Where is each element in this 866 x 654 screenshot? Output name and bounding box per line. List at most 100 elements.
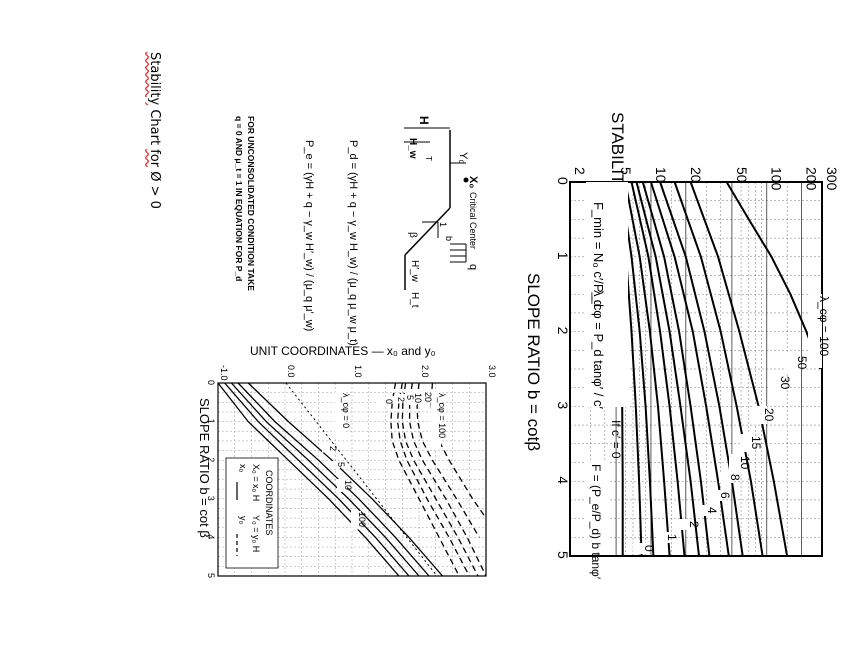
chart1-series-2 — [619, 181, 655, 557]
chart2-ytick-label: 2.0 — [420, 365, 430, 378]
chart1-series-8 — [635, 181, 700, 557]
chart1-note-c0: If c′ = 0 — [609, 420, 623, 459]
chart1-curve-label-bg — [729, 454, 743, 472]
chart1-xtick-label: 1 — [555, 252, 571, 260]
chart2-legend-y: y₀ — [238, 516, 248, 525]
chart2-xtick-label: 4 — [206, 534, 216, 539]
diagram-label-one: 1 — [438, 222, 448, 227]
chart1-curve-label: 8 — [728, 474, 742, 481]
chart1-curve-label: 10 — [738, 456, 752, 470]
diagram-note-line-1: FOR UNCONSOLIDATED CONDITION TAKE — [246, 116, 256, 291]
chart2-curve-label: 2 — [396, 397, 406, 402]
chart2-legend-title: COORDINATES — [264, 470, 274, 535]
chart2-frame — [217, 382, 487, 577]
chart1-series-group — [618, 181, 822, 557]
chart2-dotted-line — [285, 382, 438, 577]
diagram-label-critical-center: Critical Center — [468, 192, 478, 249]
chart1-frame — [569, 181, 823, 557]
chart1-ytick-label: 100 — [769, 167, 785, 191]
chart1-xtick-label: 3 — [555, 401, 571, 409]
chart2-series-x0 — [224, 382, 410, 577]
chart2-legend: COORDINATES X₀ = x₀ H Y₀ = y₀ H x₀ y₀ — [225, 457, 279, 569]
chart2-series-y0 — [396, 382, 470, 577]
formula-pd: P_d = (γH + q − γ_w H_w) / (μ_q μ_w μ_t) — [347, 140, 359, 346]
chart1-xtick-label: 4 — [555, 476, 571, 484]
chart2-curve-label: 10 — [413, 393, 423, 403]
chart2-curve-label: 5 — [336, 462, 346, 467]
chart1-series-30 — [673, 181, 764, 557]
chart2-legend-box — [225, 457, 279, 569]
chart2-curve-label-bg — [322, 445, 332, 453]
chart2-xtick-label: 5 — [206, 573, 216, 578]
chart1-series-50 — [689, 181, 789, 557]
surcharge-hatch — [450, 243, 467, 263]
chart2-curve-label: λ_cφ = 0 — [341, 393, 351, 428]
diagram-label-y0: Y₀ — [457, 152, 469, 164]
chart1-curve-label-bg — [719, 472, 733, 483]
chart2-curve-label-bg — [330, 461, 340, 469]
chart1-ytick-label: 200 — [804, 167, 820, 191]
chart2-series-y0 — [401, 382, 479, 577]
chart2-series-y0 — [390, 382, 460, 577]
chart1-xticks: 0 1 2 3 4 5 — [555, 177, 571, 559]
chart2-xlabel: SLOPE RATIO b = cot β — [197, 398, 212, 538]
chart2-series-y0 — [408, 382, 487, 577]
chart2-curve-label: 0 — [384, 399, 394, 404]
chart1-curve-label: 2 — [687, 521, 701, 528]
chart1-curve-label-bg — [709, 490, 723, 501]
chart2-xtick-label: 1 — [206, 419, 216, 424]
chart2-series-y0 — [416, 382, 480, 538]
chart2-curve-label-bg — [407, 392, 417, 405]
chart1-curve-label-bg — [633, 543, 647, 554]
chart2-series-x0 — [217, 382, 400, 577]
chart1-curve-label-bg — [696, 505, 710, 516]
chart1-curve-label-bg — [678, 519, 692, 530]
chart2-curve-label-bg — [399, 394, 409, 402]
chart1-ytick-label: 2 — [572, 167, 588, 175]
diagram-label-t: T — [424, 156, 433, 161]
chart2-yticks: -1.0 0.0 1.0 2.0 3.0 — [219, 365, 497, 381]
chart1-curve-label: 6 — [718, 492, 732, 499]
chart1-curve-label: 50 — [795, 356, 809, 370]
chart1-curve-label: 0 — [642, 545, 656, 552]
chart2-curve-label: λ_cφ = 100 — [437, 393, 447, 438]
chart1-curve-label: 15 — [749, 436, 763, 450]
chart2-curve-label: 100 — [357, 512, 367, 527]
chart1-curve-label: 30 — [778, 376, 792, 390]
chart1-xtick-label: 2 — [555, 327, 571, 335]
chart1-formula-c0-box — [586, 460, 610, 555]
chart2-curve-label: 20 — [423, 392, 433, 402]
chart2-curve-label-bg — [417, 391, 427, 404]
chart2-curve-label-bg — [351, 511, 361, 530]
chart1-ytick-label: 20 — [688, 167, 704, 183]
chart2-series-x0 — [247, 382, 443, 577]
chart2-curve-label-bg — [390, 396, 400, 404]
chart2-legend-x: x₀ — [238, 464, 248, 473]
chart2-xtick-label: 2 — [206, 457, 216, 462]
chart1-xtick-label: 5 — [555, 551, 571, 559]
chart2-xtick-label: 3 — [206, 496, 216, 501]
diagram-label-x0: X₀ — [467, 176, 479, 188]
chart1-xtick-label: 0 — [555, 177, 571, 185]
chart2-curve-label-bg — [431, 392, 441, 449]
chart2-curve-label-bg — [337, 479, 347, 492]
chart1-formula-lambda: λ_cφ = P_d tanφ′ / c′ — [591, 290, 606, 409]
chart2-series-x0 — [230, 382, 420, 577]
chart2-xtick-label: 0 — [206, 380, 216, 385]
slope-diagram: H H_w Y₀ X₀ Critical Center 1 b β q H′_w… — [234, 116, 479, 346]
chart1-formula-box — [586, 182, 628, 407]
chart2-xticks: 0 1 2 3 4 5 — [206, 380, 216, 578]
chart1-ytick-label: 50 — [734, 167, 750, 183]
chart2-ytick-label: 0.0 — [286, 365, 296, 378]
critical-center-point — [463, 177, 469, 183]
diagram-label-q: q — [467, 264, 479, 270]
chart1-curve-label-bg — [740, 434, 754, 452]
chart2-legend-formula-x: X₀ = x₀ H — [251, 464, 261, 501]
diagram-label-hw-prime: H′_w — [409, 260, 420, 283]
chart1-formula-main: F_min = N₀ c′/P_d — [591, 202, 606, 307]
